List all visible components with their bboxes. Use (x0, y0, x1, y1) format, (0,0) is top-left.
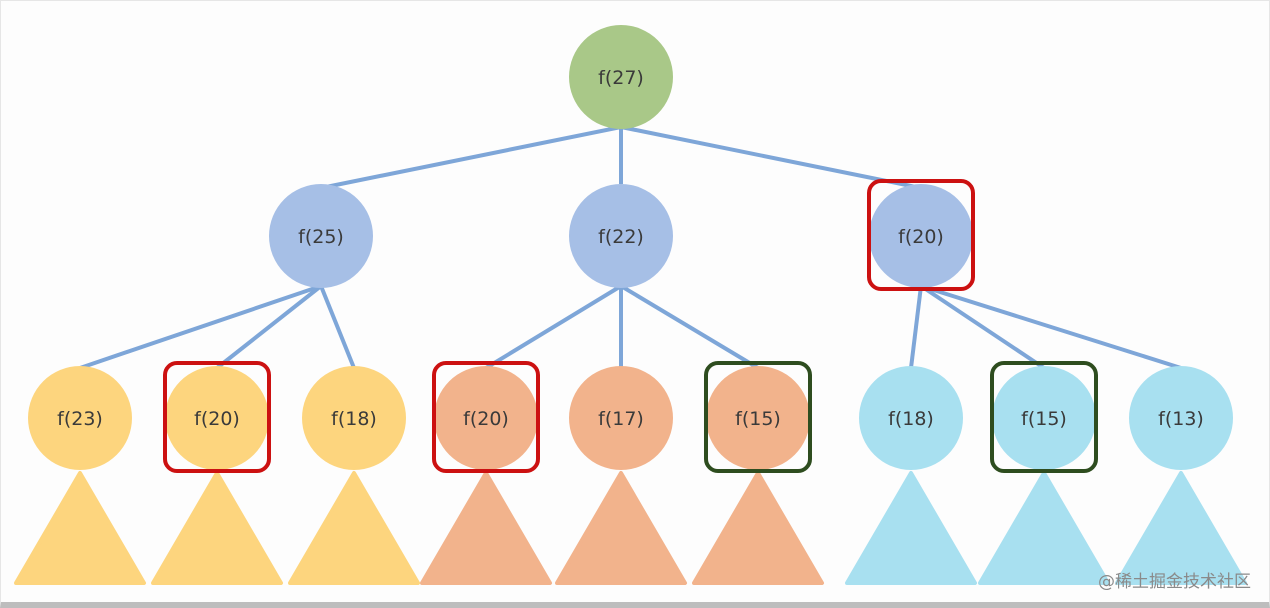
node-label: f(18) (888, 408, 934, 430)
tree-node (706, 366, 810, 470)
subtree-triangle (1115, 471, 1247, 585)
node-label: f(23) (57, 408, 103, 430)
node-label: f(20) (194, 408, 240, 430)
node-label: f(15) (1021, 408, 1067, 430)
tree-node (434, 366, 538, 470)
repeat-highlight-box (432, 361, 540, 473)
tree-node (859, 366, 963, 470)
node-label: f(22) (598, 226, 644, 248)
node-label: f(13) (1158, 408, 1204, 430)
tree-node (992, 366, 1096, 470)
second-repeat-highlight-box (990, 361, 1098, 473)
repeat-highlight-box (163, 361, 271, 473)
subtree-triangle (420, 471, 552, 585)
node-label: f(18) (331, 408, 377, 430)
second-repeat-highlight-box (704, 361, 812, 473)
tree-node (269, 184, 373, 288)
tree-edge (920, 284, 1182, 370)
tree-node (302, 366, 406, 470)
repeat-highlight-box (867, 179, 975, 291)
tree-edge (619, 284, 760, 370)
node-label: f(20) (898, 226, 944, 248)
subtree-triangle (14, 471, 146, 585)
tree-edge (909, 285, 923, 369)
tree-edge (919, 284, 1046, 370)
tree-node (869, 184, 973, 288)
watermark: @稀土掘金技术社区 (1098, 572, 1251, 592)
subtree-triangle (978, 471, 1110, 585)
tree-node (569, 25, 673, 129)
tree-node (569, 366, 673, 470)
tree-node (165, 366, 269, 470)
tree-node (28, 366, 132, 470)
subtree-triangle (555, 471, 687, 585)
subtree-triangle (845, 471, 977, 585)
tree-edge (320, 125, 622, 190)
tree-node (1129, 366, 1233, 470)
tree-edge (79, 284, 322, 370)
subtree-triangle (288, 471, 420, 585)
node-label: f(17) (598, 408, 644, 430)
tree-edge (484, 284, 623, 370)
node-label: f(20) (463, 408, 509, 430)
node-label: f(25) (298, 226, 344, 248)
node-label: f(27) (598, 67, 644, 89)
tree-node (569, 184, 673, 288)
node-label: f(15) (735, 408, 781, 430)
tree-edge (215, 284, 323, 370)
subtree-triangle (151, 471, 283, 585)
tree-edge (319, 285, 356, 369)
subtree-triangle (692, 471, 824, 585)
tree-edge (620, 125, 922, 190)
